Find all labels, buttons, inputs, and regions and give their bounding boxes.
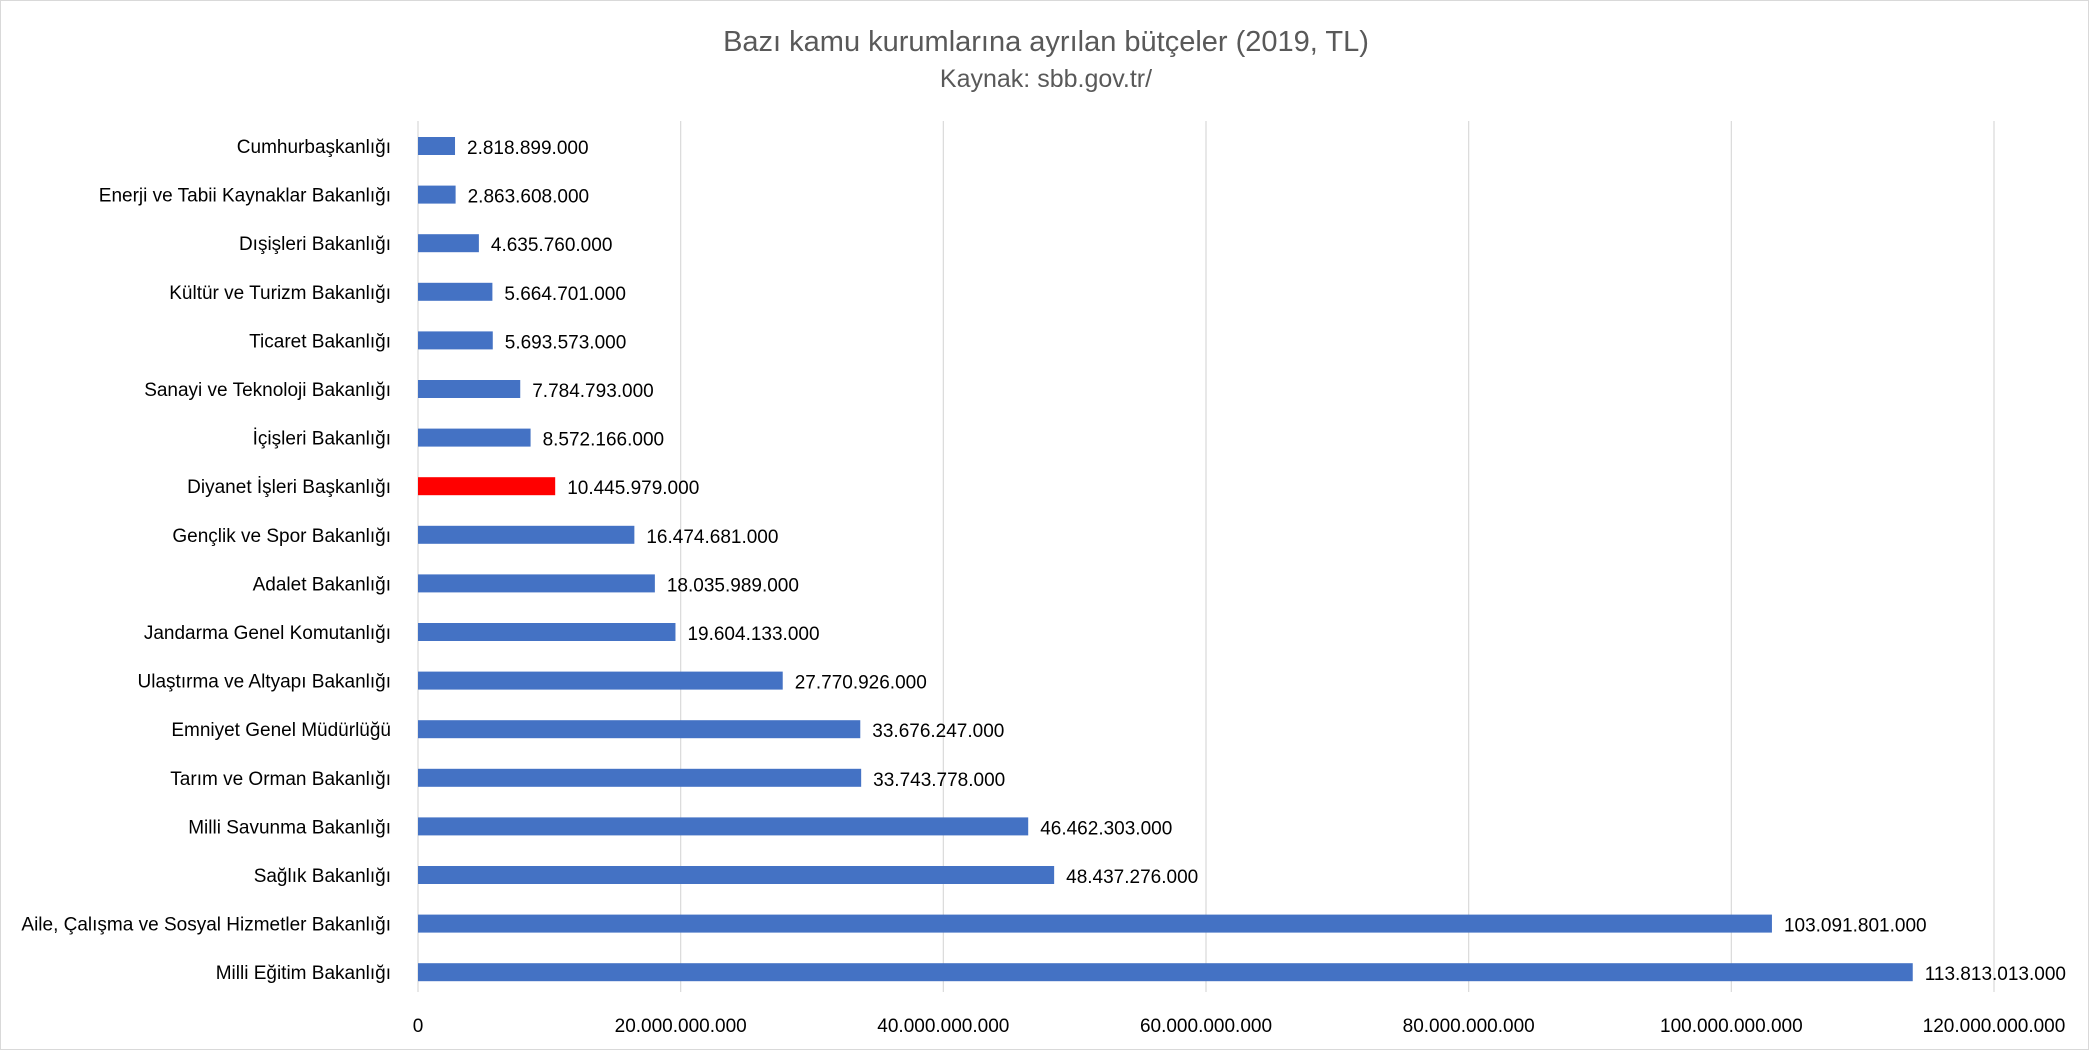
bar <box>418 331 493 350</box>
bar <box>418 428 531 447</box>
x-tick-label: 120.000.000.000 <box>1923 1016 2066 1037</box>
category-label: Adalet Bakanlığı <box>253 574 391 595</box>
data-label: 5.664.701.000 <box>504 284 626 305</box>
bar <box>418 720 861 739</box>
data-label: 4.635.760.000 <box>491 235 613 256</box>
data-label: 48.437.276.000 <box>1066 867 1198 888</box>
x-tick-label: 100.000.000.000 <box>1660 1016 1803 1037</box>
category-labels: Cumhurbaşkanlığı Enerji ve Tabii Kaynakla… <box>21 137 391 984</box>
category-label: Diyanet İşleri Başkanlığı <box>187 477 391 498</box>
data-label: 18.035.989.000 <box>667 575 799 596</box>
category-label: Milli Eğitim Bakanlığı <box>216 963 391 984</box>
bar <box>418 234 479 253</box>
x-tick-label: 60.000.000.000 <box>1140 1016 1272 1037</box>
category-label: Tarım ve Orman Bakanlığı <box>170 769 391 790</box>
x-tick-label: 20.000.000.000 <box>615 1016 747 1037</box>
bar <box>418 817 1029 836</box>
x-tick-label: 0 <box>413 1016 424 1037</box>
gridlines <box>417 121 1995 992</box>
bar <box>418 574 655 593</box>
data-label: 33.743.778.000 <box>873 770 1005 791</box>
data-label: 33.676.247.000 <box>872 721 1004 742</box>
x-axis-tick-labels: 0 20.000.000.000 40.000.000.000 60.000.000.… <box>413 1016 2066 1037</box>
category-label: Enerji ve Tabii Kaynaklar Bakanlığı <box>99 186 391 207</box>
category-label: Gençlik ve Spor Bakanlığı <box>172 526 391 547</box>
category-label: İçişleri Bakanlığı <box>253 429 391 450</box>
bar <box>418 866 1055 884</box>
bars <box>418 137 1913 982</box>
data-label: 2.863.608.000 <box>468 187 590 208</box>
data-label: 27.770.926.000 <box>795 673 927 694</box>
category-label: Dışişleri Bakanlığı <box>239 234 391 255</box>
data-label: 103.091.801.000 <box>1784 916 1927 937</box>
data-label: 8.572.166.000 <box>543 430 665 451</box>
chart-title: Bazı kamu kurumlarına ayrılan bütçeler (… <box>723 26 1369 58</box>
bar <box>418 380 521 398</box>
data-labels: 2.818.899.000 2.863.608.000 4.635.760.000 5… <box>467 138 2066 985</box>
category-label: Kültür ve Turizm Bakanlığı <box>169 283 391 304</box>
bar <box>418 525 635 544</box>
bar <box>418 768 862 787</box>
bar <box>418 671 783 690</box>
bar <box>418 185 456 204</box>
category-label: Ulaştırma ve Altyapı Bakanlığı <box>138 672 391 693</box>
bar <box>418 963 1913 982</box>
category-label: Cumhurbaşkanlığı <box>237 137 391 158</box>
category-label: Sanayi ve Teknoloji Bakanlığı <box>144 380 391 401</box>
x-tick-label: 80.000.000.000 <box>1403 1016 1535 1037</box>
bar <box>418 137 456 155</box>
category-label: Emniyet Genel Müdürlüğü <box>171 720 391 741</box>
bar <box>418 623 676 641</box>
data-label: 16.474.681.000 <box>646 527 778 548</box>
bar <box>418 477 556 496</box>
category-label: Aile, Çalışma ve Sosyal Hizmetler Bakanl… <box>21 915 391 936</box>
bar <box>418 282 493 301</box>
category-label: Milli Savunma Bakanlığı <box>188 817 391 838</box>
category-label: Jandarma Genel Komutanlığı <box>144 623 391 644</box>
data-label: 5.693.573.000 <box>505 332 627 353</box>
x-tick-label: 40.000.000.000 <box>877 1016 1009 1037</box>
bar <box>418 914 1772 933</box>
data-label: 2.818.899.000 <box>467 138 589 159</box>
data-label: 7.784.793.000 <box>532 381 654 402</box>
category-label: Sağlık Bakanlığı <box>254 866 391 887</box>
data-label: 113.813.013.000 <box>1925 964 2066 985</box>
data-label: 46.462.303.000 <box>1040 818 1172 839</box>
data-label: 10.445.979.000 <box>567 478 699 499</box>
chart-subtitle: Kaynak: sbb.gov.tr/ <box>940 65 1152 93</box>
data-label: 19.604.133.000 <box>687 624 819 645</box>
category-label: Ticaret Bakanlığı <box>249 331 391 352</box>
